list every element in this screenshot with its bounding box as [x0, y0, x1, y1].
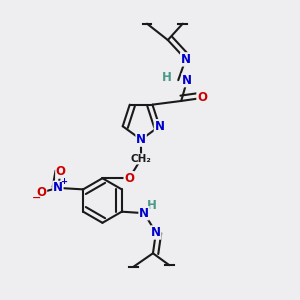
Text: N: N [53, 182, 63, 194]
Text: N: N [154, 120, 164, 133]
Text: O: O [56, 165, 66, 178]
Text: N: N [136, 133, 146, 146]
Text: −: − [32, 193, 41, 203]
Text: N: N [151, 226, 161, 239]
Text: +: + [60, 178, 67, 187]
Text: O: O [124, 172, 134, 185]
Text: O: O [37, 186, 46, 199]
Text: H: H [146, 199, 156, 212]
Text: H: H [161, 71, 171, 84]
Text: N: N [182, 74, 192, 87]
Text: CH₂: CH₂ [130, 154, 152, 164]
Text: N: N [181, 53, 191, 66]
Text: O: O [197, 92, 207, 104]
Text: N: N [139, 207, 149, 220]
